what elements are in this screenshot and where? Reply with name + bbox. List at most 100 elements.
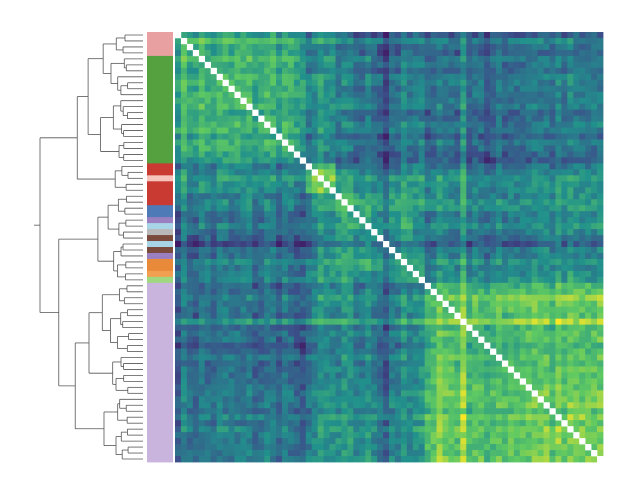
heatmap-cell	[276, 121, 283, 128]
heatmap-cell	[234, 282, 241, 290]
heatmap-cell	[228, 187, 235, 194]
heatmap-cell	[501, 121, 509, 128]
heatmap-cell	[270, 426, 277, 433]
heatmap-cell	[561, 258, 568, 266]
heatmap-cell	[484, 252, 491, 260]
heatmap-cell	[525, 294, 533, 302]
heatmap-cell	[192, 85, 200, 93]
heatmap-cell	[305, 252, 313, 260]
heatmap-cell	[175, 103, 182, 111]
heatmap-cell	[549, 37, 556, 45]
heatmap-cell	[341, 193, 348, 200]
heatmap-cell	[466, 270, 473, 278]
heatmap-cell	[543, 73, 550, 81]
heatmap-cell	[371, 145, 378, 152]
heatmap-cell	[240, 318, 247, 326]
heatmap-cell	[252, 354, 259, 361]
heatmap-cell	[573, 306, 580, 314]
heatmap-cell	[347, 360, 354, 367]
heatmap-cell	[478, 211, 485, 218]
heatmap-cell	[549, 73, 556, 81]
heatmap-cell	[353, 205, 360, 212]
heatmap-cell	[448, 324, 455, 332]
heatmap-cell	[591, 139, 598, 146]
heatmap-cell	[525, 402, 533, 409]
heatmap-cell	[282, 85, 289, 93]
heatmap-cell	[543, 408, 550, 415]
heatmap-cell	[228, 67, 235, 75]
heatmap-cell	[246, 43, 253, 51]
heatmap-cell	[412, 139, 420, 146]
heatmap-cell	[490, 157, 497, 164]
heatmap-cell	[537, 211, 544, 218]
heatmap-cell	[329, 396, 336, 403]
heatmap-cell	[264, 217, 271, 224]
heatmap-cell	[222, 37, 229, 45]
heatmap-cell	[442, 217, 449, 224]
heatmap-cell	[561, 49, 568, 57]
heatmap-cell	[460, 217, 467, 224]
heatmap-cell	[501, 324, 509, 332]
heatmap-cell	[579, 157, 586, 164]
heatmap-cell	[258, 67, 265, 75]
heatmap-cell	[490, 91, 497, 99]
heatmap-cell	[180, 85, 188, 93]
heatmap-cell	[240, 348, 247, 355]
heatmap-cell	[311, 252, 319, 260]
heatmap-cell	[597, 342, 604, 349]
heatmap-cell	[567, 61, 574, 69]
heatmap-cell	[335, 306, 342, 314]
heatmap-cell	[389, 175, 396, 182]
heatmap-cell	[579, 127, 586, 134]
heatmap-cell	[246, 199, 253, 206]
heatmap-cell	[484, 336, 491, 343]
heatmap-cell	[258, 241, 265, 248]
heatmap-cell	[501, 318, 509, 326]
heatmap-cell	[537, 414, 544, 421]
heatmap-cell	[210, 408, 218, 415]
heatmap-cell	[258, 85, 265, 93]
heatmap-cell	[472, 217, 479, 224]
heatmap-cell	[412, 294, 420, 302]
heatmap-cell	[394, 121, 402, 128]
heatmap-cell	[270, 145, 277, 152]
heatmap-cell	[377, 247, 384, 254]
heatmap-cell	[222, 247, 229, 254]
heatmap-cell	[264, 97, 271, 105]
heatmap-cell	[240, 175, 247, 182]
heatmap-cell	[329, 360, 336, 367]
heatmap-cell	[234, 103, 241, 111]
heatmap-cell	[549, 187, 556, 194]
heatmap-cell	[567, 360, 574, 367]
heatmap-cell	[442, 318, 449, 326]
heatmap-cell	[347, 67, 354, 75]
heatmap-cell	[591, 85, 598, 93]
heatmap-cell	[180, 360, 188, 367]
heatmap-cell	[454, 378, 461, 385]
heatmap-cell	[412, 121, 420, 128]
heatmap-cell	[377, 193, 384, 200]
heatmap-cell	[270, 306, 277, 314]
heatmap-cell	[430, 235, 437, 242]
heatmap-cell	[240, 426, 247, 433]
heatmap-cell	[359, 420, 366, 427]
heatmap-cell	[305, 73, 313, 81]
heatmap-cell	[377, 145, 384, 152]
heatmap-cell	[478, 61, 485, 69]
heatmap-cell	[180, 127, 188, 134]
heatmap-cell	[299, 396, 307, 403]
heatmap-cell	[335, 336, 342, 343]
heatmap-cell	[472, 342, 479, 349]
heatmap-cell	[591, 420, 598, 427]
heatmap-cell	[228, 97, 235, 105]
heatmap-cell	[359, 199, 366, 206]
heatmap-cell	[430, 300, 437, 308]
heatmap-cell	[329, 312, 336, 320]
heatmap-cell	[525, 103, 533, 111]
heatmap-cell	[323, 211, 330, 218]
heatmap-cell	[389, 402, 396, 409]
heatmap-cell	[311, 97, 319, 105]
heatmap-cell	[579, 211, 586, 218]
heatmap-cell	[347, 115, 354, 122]
heatmap-cell	[519, 205, 527, 212]
